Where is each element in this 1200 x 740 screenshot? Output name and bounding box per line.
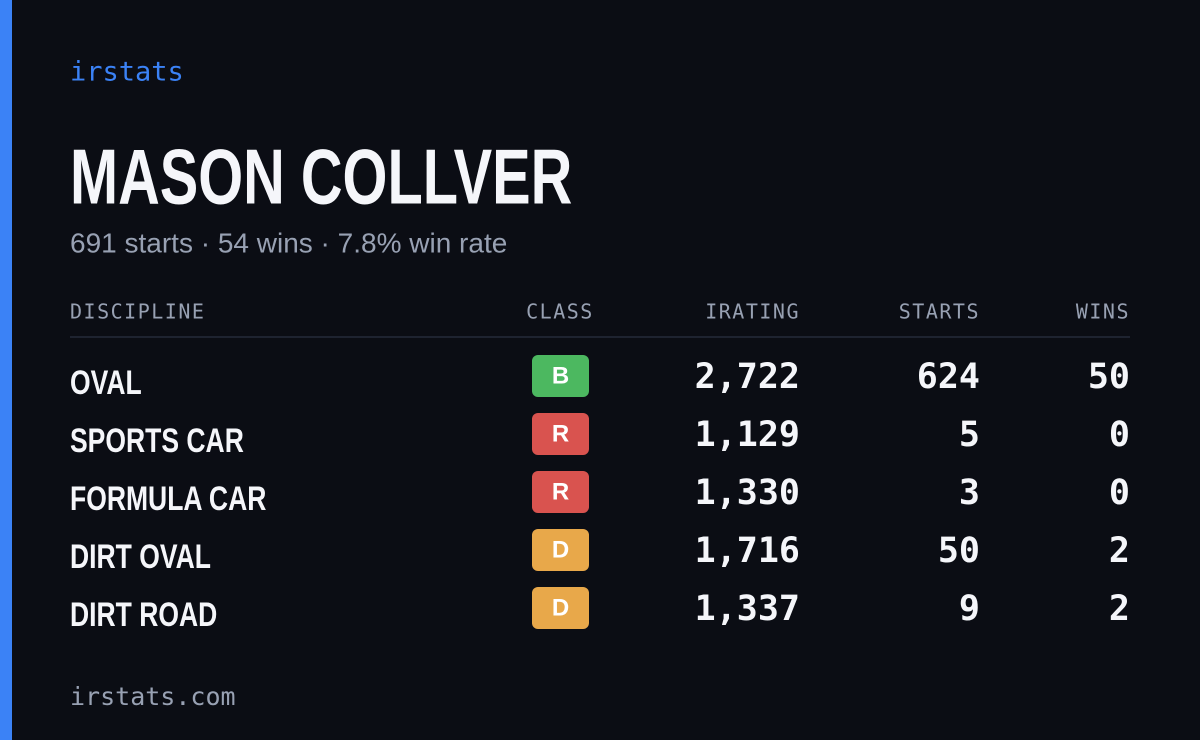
wins: 2 [1109,531,1130,571]
class-badge [532,587,589,629]
discipline: SPORTS CAR [70,422,244,460]
column-header: IRATING [705,300,800,324]
class-letter: D [552,594,569,621]
column-header: CLASS [526,300,594,324]
wins: 0 [1109,473,1130,513]
class-letter: B [552,362,569,389]
discipline: DIRT OVAL [70,538,211,576]
wins: 2 [1109,589,1130,629]
starts: 3 [959,473,980,513]
column-header: STARTS [899,300,980,324]
discipline: OVAL [70,364,142,402]
discipline: FORMULA CAR [70,480,266,518]
summary: 691 starts · 54 wins · 7.8% win rate [70,227,507,258]
column-header: DISCIPLINE [70,300,205,324]
class-letter: R [552,478,569,505]
irating: 1,716 [695,531,800,571]
footer: irstats.com [70,682,236,711]
irating: 2,722 [695,357,800,397]
class-letter: D [552,536,569,563]
wins: 50 [1088,357,1130,397]
class-badge [532,471,589,513]
driver-name: MASON COLLVER [70,133,572,221]
class-badge [532,529,589,571]
accent-bar [0,0,12,740]
starts: 624 [917,357,980,397]
column-header: WINS [1076,300,1130,324]
discipline: DIRT ROAD [70,596,217,634]
class-letter: R [552,420,569,447]
class-badge [532,355,589,397]
brand: irstats [70,57,184,88]
class-badge [532,413,589,455]
irating: 1,337 [695,589,800,629]
starts: 50 [938,531,980,571]
starts: 9 [959,589,980,629]
irating: 1,330 [695,473,800,513]
irating: 1,129 [695,415,800,455]
wins: 0 [1109,415,1130,455]
starts: 5 [959,415,980,455]
